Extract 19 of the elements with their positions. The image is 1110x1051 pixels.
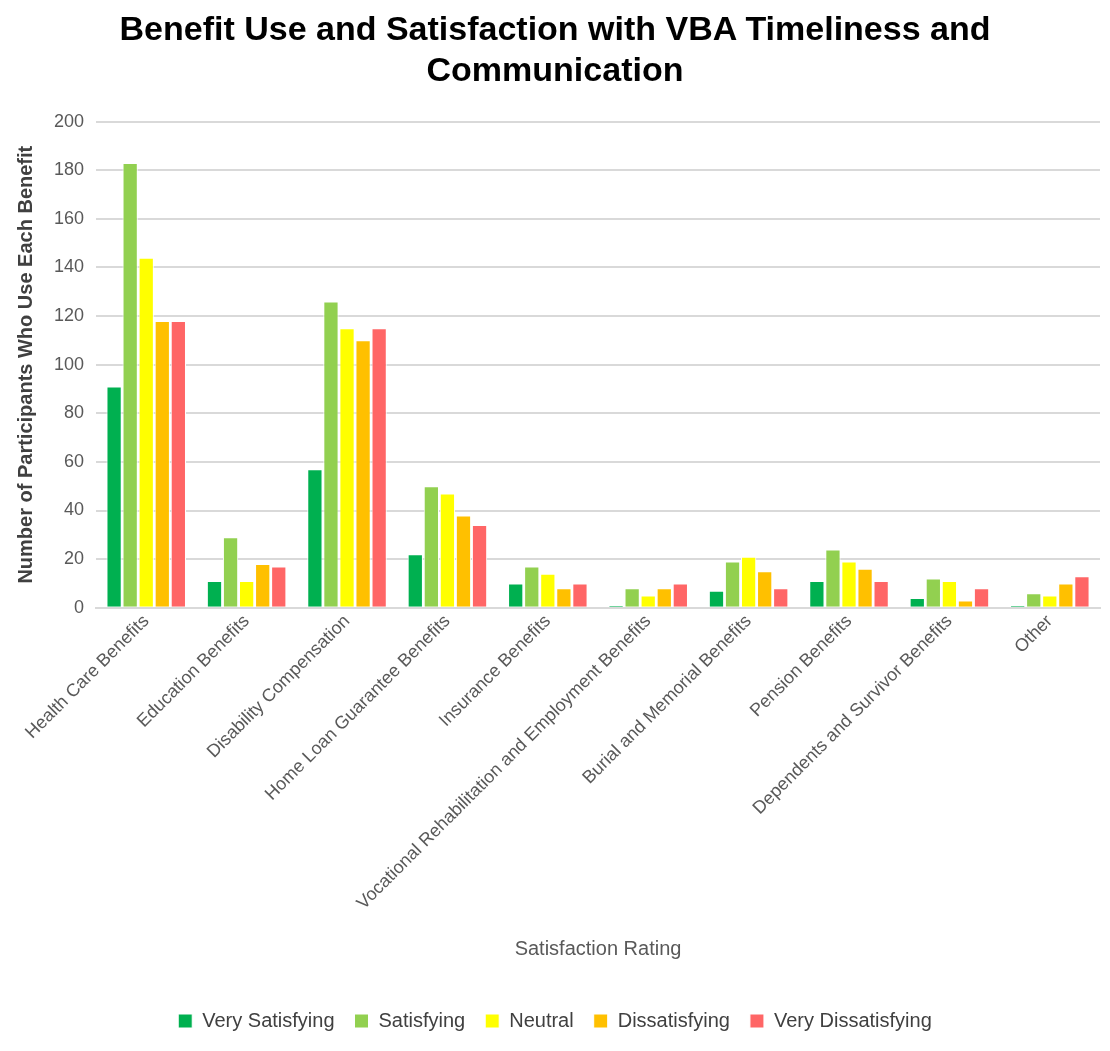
y-tick-label: 140 [53,256,85,277]
y-tick-label: 20 [64,548,85,569]
legend-label: Very Satisfying [202,1008,335,1031]
y-tick-label: 160 [53,207,85,228]
y-tick-label: 80 [64,402,85,423]
x-axis-title: Satisfaction Rating [514,936,682,959]
y-tick-label: 0 [74,596,85,617]
y-tick-label: 200 [53,110,85,131]
chart-title: Benefit Use and Satisfaction with VBA Timeliness and Communication [119,8,991,88]
y-axis-title: Number of Participants Who Use Each Benefit [13,145,36,584]
legend-label: Satisfying [378,1008,466,1031]
legend-label: Very Dissatisfying [773,1008,932,1031]
y-tick-label: 100 [53,353,85,374]
legend-label: Neutral [509,1008,574,1031]
y-tick-label: 120 [53,305,85,326]
y-tick-label: 180 [53,159,85,180]
y-tick-label: 60 [64,450,85,471]
y-tick-label: 40 [64,499,85,520]
legend-label: Dissatisfying [617,1008,730,1031]
